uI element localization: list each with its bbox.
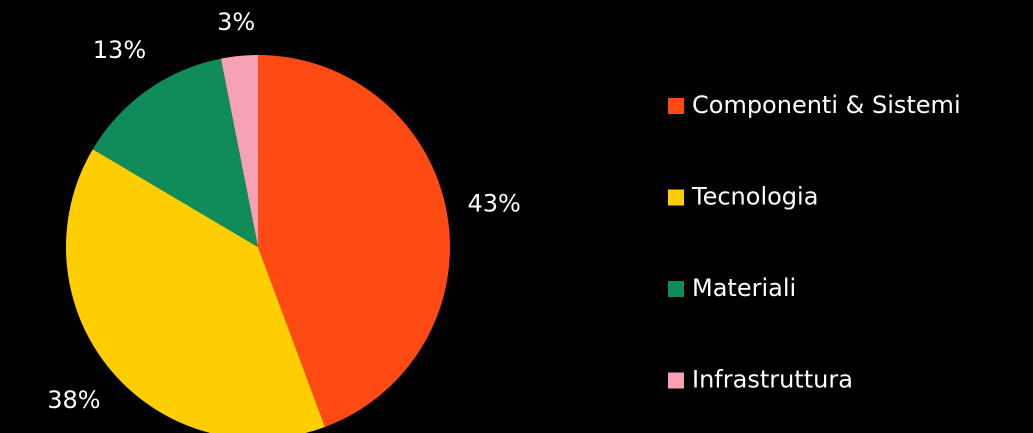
pie-slice (66, 149, 325, 433)
pie-slice (220, 55, 258, 247)
legend-label: Tecnologia (691, 183, 818, 211)
legend-label: Infrastruttura (692, 366, 853, 394)
data-label: 3% (217, 8, 255, 36)
legend-label: Componenti & Sistemi (692, 91, 961, 119)
legend-swatch (668, 281, 684, 297)
pie-slice (92, 58, 258, 248)
data-label: 38% (47, 386, 100, 414)
pie-slice (258, 55, 451, 427)
legend-swatch (668, 189, 684, 206)
data-label: 43% (468, 189, 521, 217)
data-label: 13% (93, 36, 146, 64)
legend-swatch (668, 372, 684, 389)
legend-label: Materiali (692, 274, 796, 302)
legend-swatch (668, 98, 684, 114)
